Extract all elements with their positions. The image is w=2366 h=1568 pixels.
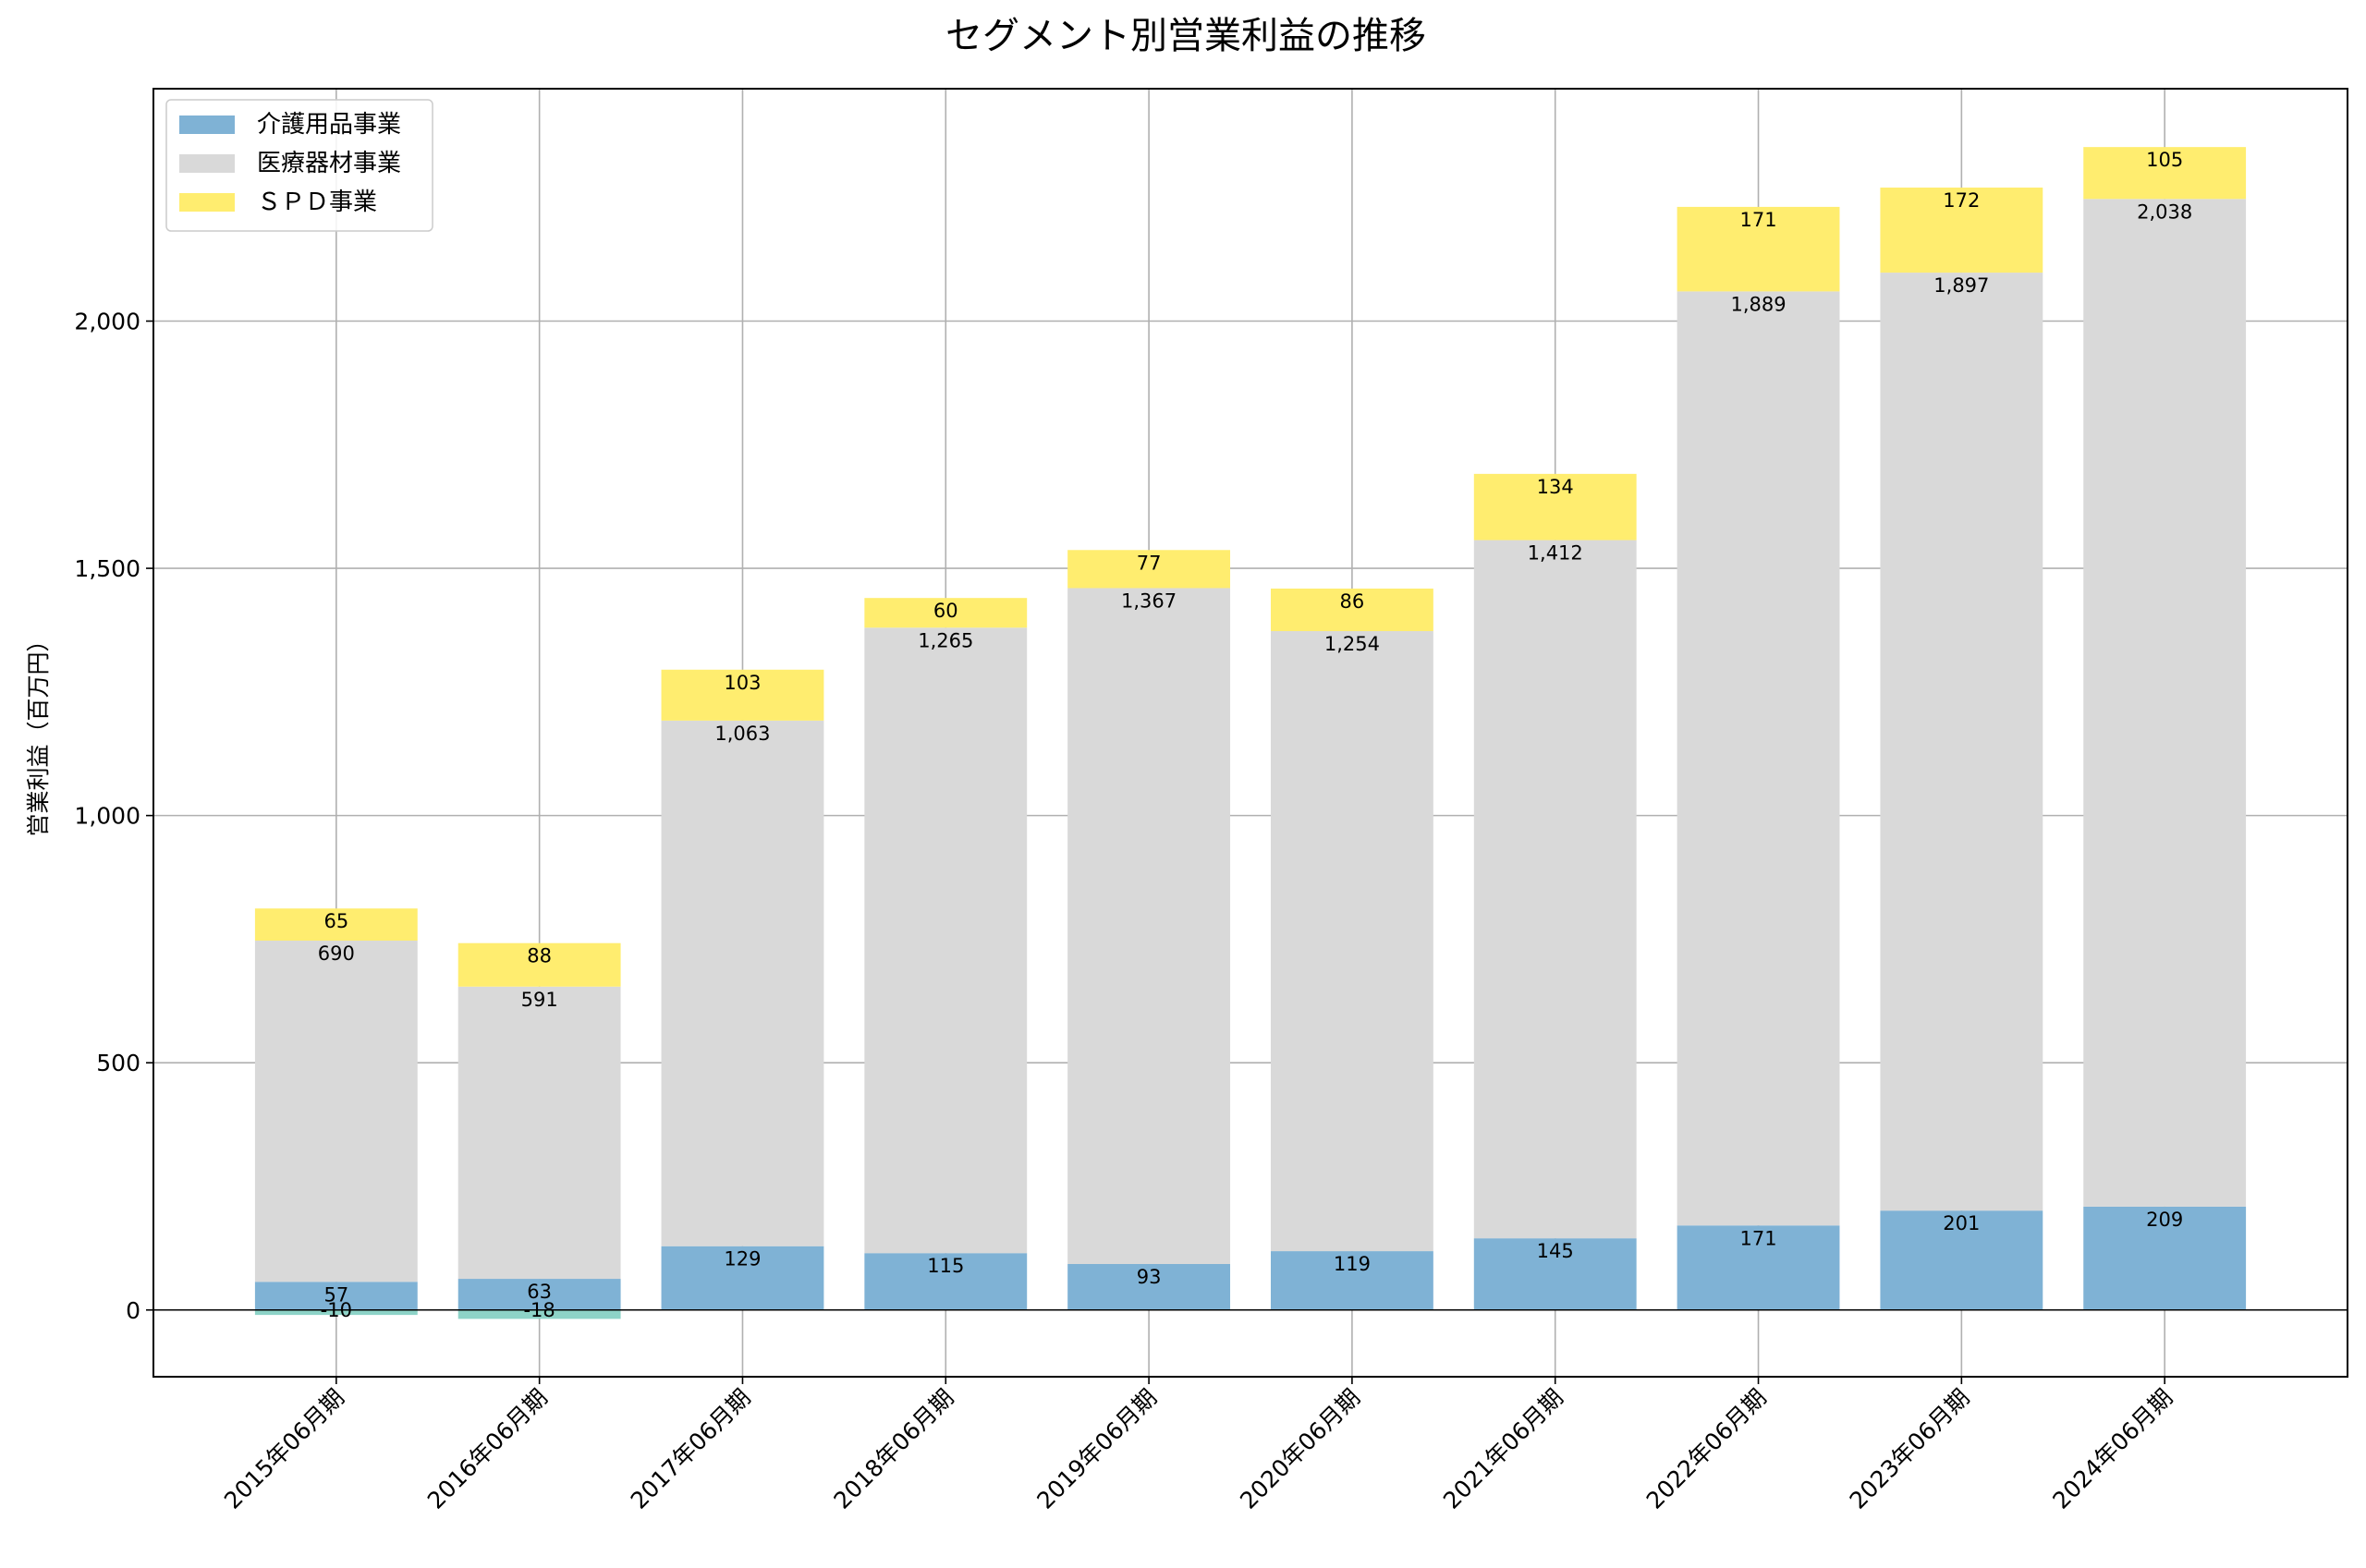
data-labels: 57 63 129 115 93 119 145 171 201 209 690 591 1,063 1,… [318, 149, 2192, 1321]
data-label: 93 [1137, 1266, 1162, 1288]
bar-segment [254, 941, 418, 1282]
x-tick-label: 2016年06月期 [422, 1384, 553, 1514]
legend-entry: 医療器材事業 [257, 150, 401, 177]
bar-segment [1677, 206, 1840, 292]
y-tick-label: 500 [96, 1050, 140, 1076]
bar-segment [864, 598, 1028, 628]
x-tick-label: 2022年06月期 [1641, 1384, 1772, 1514]
bar-segment [1067, 1263, 1231, 1310]
y-tick-label: 0 [126, 1297, 140, 1324]
bar-segment [1067, 550, 1231, 589]
bar-segment [2083, 1206, 2247, 1310]
x-tick-label: 2024年06月期 [2047, 1384, 2177, 1514]
data-label: 171 [1739, 209, 1776, 231]
x-tick-label: 2021年06月期 [1438, 1384, 1568, 1514]
data-label: 201 [1943, 1212, 1980, 1234]
bar-segment [1067, 588, 1231, 1264]
data-label: 119 [1334, 1253, 1371, 1275]
data-label: 103 [724, 672, 761, 694]
y-tick-label: 1,000 [74, 803, 140, 830]
bar-series [254, 147, 2247, 1319]
x-tick-label: 2020年06月期 [1235, 1384, 1365, 1514]
bar-segment [254, 1282, 418, 1310]
bar-segment [1677, 291, 1840, 1226]
bar-segment [1270, 631, 1433, 1252]
bar-segment [1270, 589, 1433, 632]
series-3 [254, 147, 2247, 987]
data-label: 145 [1537, 1240, 1574, 1262]
data-label: 209 [2146, 1209, 2183, 1231]
data-label: 60 [933, 600, 958, 622]
bar-segment [661, 1246, 824, 1310]
x-tick-label: 2023年06月期 [1845, 1384, 1975, 1514]
data-label: 115 [927, 1255, 964, 1277]
data-label: 172 [1943, 189, 1980, 212]
data-label: 63 [527, 1281, 552, 1303]
bar-segment [1270, 1251, 1433, 1310]
bar-segment [1880, 273, 2043, 1211]
x-tick-label: 2015年06月期 [219, 1384, 349, 1514]
y-axis-label: 営業利益（百万円） [25, 628, 52, 836]
legend-swatch [179, 193, 235, 212]
legend-swatch [179, 115, 235, 134]
series-1 [254, 1206, 2247, 1310]
data-label: 86 [1340, 590, 1365, 613]
bar-segment [457, 986, 621, 1280]
bar-segment [1880, 188, 2043, 273]
bar-segment [2083, 147, 2247, 200]
x-tick-label: 2018年06月期 [828, 1384, 958, 1514]
data-label: 1,265 [918, 629, 973, 651]
y-tick-label: 1,500 [74, 555, 140, 582]
bar-segment-negative [457, 1309, 621, 1319]
data-label: 1,367 [1121, 590, 1177, 612]
x-tick-label: 2017年06月期 [626, 1384, 756, 1514]
bar-segment [1677, 1225, 1840, 1310]
bar-segment [457, 1279, 621, 1310]
chart-title: セグメント別営業利益の推移 [945, 15, 1426, 57]
legend-entry: 介護用品事業 [257, 111, 401, 139]
y-axis: 0 500 1,000 1,500 2,000 [74, 309, 153, 1324]
data-label: 65 [323, 910, 348, 932]
data-label: 1,889 [1730, 293, 1786, 315]
data-label: 2,038 [2137, 201, 2192, 223]
bar-segment-negative [254, 1309, 418, 1316]
x-tick-label: 2019年06月期 [1031, 1384, 1162, 1514]
data-label: 57 [323, 1283, 348, 1306]
legend-entry: ＳＰＤ事業 [257, 188, 377, 216]
plot-frame [152, 88, 2348, 1378]
bar-segment [864, 627, 1028, 1254]
legend-swatch [179, 154, 235, 173]
data-label: 77 [1137, 552, 1162, 574]
bar-segment [457, 942, 621, 987]
bar-segment [661, 669, 824, 721]
negative-series [254, 1309, 621, 1319]
data-label: 171 [1739, 1227, 1776, 1249]
bar-segment [1880, 1210, 2043, 1310]
data-label: 1,254 [1324, 633, 1380, 655]
bar-segment [661, 720, 824, 1246]
data-label: 591 [521, 989, 558, 1011]
bar-segment [1473, 1238, 1637, 1310]
data-label: 1,412 [1528, 542, 1583, 565]
bar-segment [1473, 540, 1637, 1239]
bar-segment [864, 1253, 1028, 1310]
data-label: 105 [2146, 149, 2183, 171]
data-label: 1,897 [1933, 274, 1989, 297]
bar-segment [1473, 473, 1637, 541]
y-tick-label: 2,000 [74, 309, 140, 335]
data-label: 134 [1537, 476, 1574, 498]
x-axis: 2015年06月期 2016年06月期 2017年06月期 2018年06月期 2019… [219, 1377, 2177, 1514]
bar-segment [254, 908, 418, 942]
data-label: 690 [318, 942, 355, 965]
series-2 [254, 199, 2247, 1282]
data-label: 129 [724, 1248, 761, 1270]
data-label: 88 [527, 945, 552, 967]
data-label: 1,063 [714, 723, 770, 745]
bar-segment [2083, 199, 2247, 1207]
